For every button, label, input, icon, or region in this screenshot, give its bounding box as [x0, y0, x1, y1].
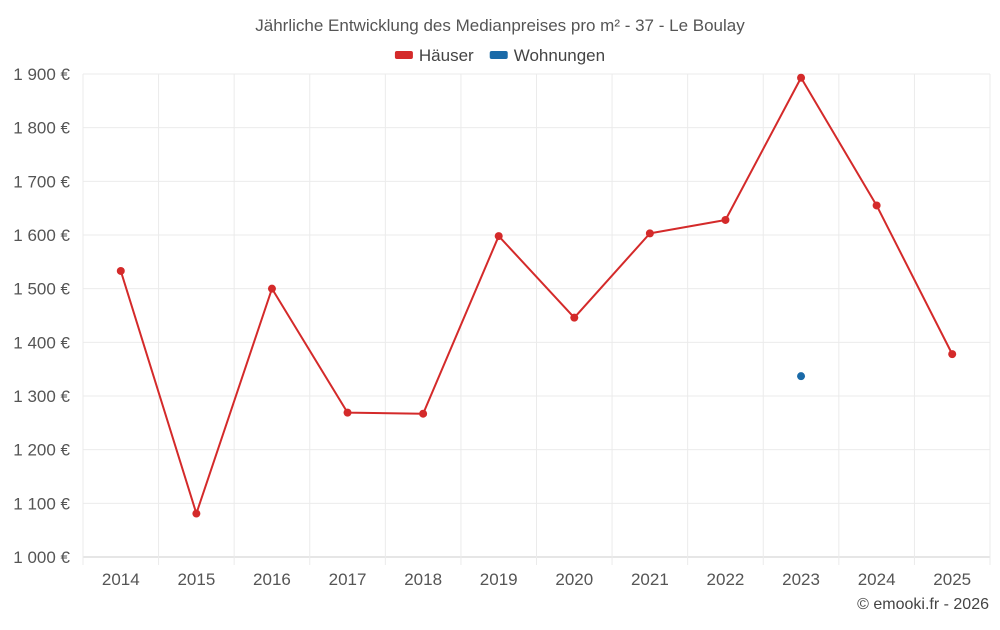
x-tick-label: 2015	[177, 570, 215, 589]
x-tick-label: 2016	[253, 570, 291, 589]
data-point[interactable]	[192, 509, 201, 518]
y-tick-label: 1 400 €	[13, 333, 70, 352]
y-tick-label: 1 900 €	[13, 65, 70, 84]
data-point[interactable]	[343, 408, 352, 417]
chart-title: Jährliche Entwicklung des Medianpreises …	[255, 16, 745, 35]
series-wohnungen	[797, 372, 806, 381]
x-tick-label: 2018	[404, 570, 442, 589]
x-tick-label: 2021	[631, 570, 669, 589]
y-tick-label: 1 700 €	[13, 172, 70, 191]
data-point[interactable]	[570, 313, 579, 322]
y-tick-label: 1 000 €	[13, 548, 70, 567]
legend-swatch	[489, 51, 508, 59]
data-point[interactable]	[267, 284, 276, 293]
data-point[interactable]	[721, 215, 730, 224]
data-point[interactable]	[419, 409, 428, 418]
x-tick-label: 2017	[329, 570, 367, 589]
legend: Häuser Wohnungen	[394, 46, 605, 65]
x-tick-label: 2019	[480, 570, 518, 589]
legend-item-häuser[interactable]: Häuser	[394, 46, 474, 65]
x-tick-label: 2022	[707, 570, 745, 589]
legend-label: Häuser	[419, 46, 474, 65]
credit-text: © emooki.fr - 2026	[857, 596, 989, 613]
y-tick-label: 1 500 €	[13, 280, 70, 299]
y-tick-label: 1 200 €	[13, 441, 70, 460]
x-tick-label: 2023	[782, 570, 820, 589]
y-tick-label: 1 600 €	[13, 226, 70, 245]
data-point[interactable]	[797, 73, 806, 82]
x-tick-label: 2014	[102, 570, 140, 589]
data-point[interactable]	[116, 266, 125, 275]
legend-swatch	[394, 51, 413, 59]
data-point[interactable]	[872, 201, 881, 210]
data-point[interactable]	[645, 229, 654, 238]
legend-label: Wohnungen	[514, 46, 605, 65]
x-tick-label: 2020	[555, 570, 593, 589]
x-tick-label: 2024	[858, 570, 896, 589]
series-häuser	[116, 73, 957, 518]
x-tick-label: 2025	[933, 570, 971, 589]
series	[116, 73, 957, 518]
y-tick-label: 1 800 €	[13, 119, 70, 138]
grid	[82, 73, 991, 565]
y-tick-label: 1 100 €	[13, 494, 70, 513]
data-point[interactable]	[948, 350, 957, 359]
data-point[interactable]	[797, 372, 806, 381]
y-tick-label: 1 300 €	[13, 387, 70, 406]
y-axis: 1 000 € 1 100 € 1 200 € 1 300 € 1 400 € 1 500…	[13, 65, 70, 567]
data-point[interactable]	[494, 232, 503, 241]
legend-item-wohnungen[interactable]: Wohnungen	[489, 46, 605, 65]
x-axis: 2014 2015 2016 2017 2018 2019 2020 2021 2022 2023…	[102, 570, 971, 589]
series-line	[119, 76, 954, 515]
